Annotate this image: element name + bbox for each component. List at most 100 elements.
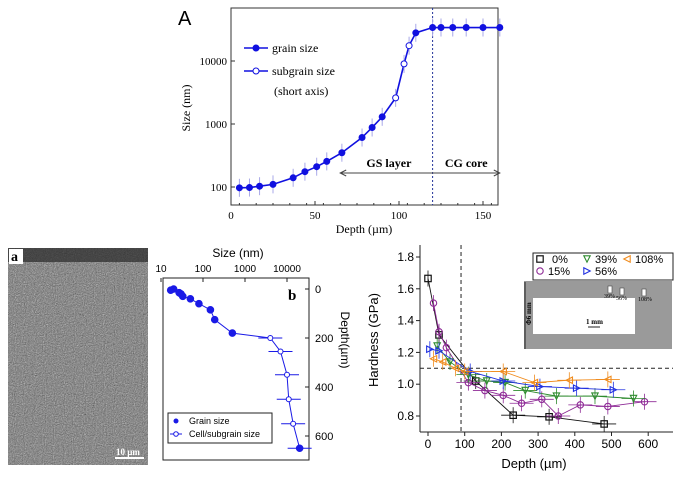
square-marker bbox=[600, 420, 608, 428]
circle-marker bbox=[435, 327, 443, 336]
micrograph-a: a 10 µm bbox=[8, 248, 148, 465]
x-tick-label: 500 bbox=[601, 437, 621, 451]
triangle-right-marker bbox=[435, 346, 444, 355]
series-108pct bbox=[429, 350, 620, 391]
y-tick-label: 1000 bbox=[205, 119, 228, 131]
grain-point bbox=[368, 123, 376, 131]
chart-hardness: 0 100 200 300 400 500 600 0.8 1.0 1.2 1.4 1.6 1.8 Dep… bbox=[366, 245, 674, 471]
inset-scale-label: 1 mm bbox=[586, 318, 603, 326]
inset-marker-label: 56% bbox=[616, 296, 627, 302]
grain-point bbox=[437, 24, 445, 32]
legend-box bbox=[532, 252, 674, 281]
legend-label: 108% bbox=[635, 254, 663, 266]
subgrain-point bbox=[405, 42, 413, 50]
inset-hole bbox=[533, 298, 635, 334]
plot-frame bbox=[162, 277, 310, 461]
triangle-down-marker bbox=[552, 392, 561, 401]
legend-marker bbox=[582, 255, 592, 264]
y-tick-label: 1.8 bbox=[397, 250, 414, 264]
triangle-down-marker bbox=[521, 386, 530, 395]
grain-point bbox=[429, 24, 437, 32]
x-tick-label: 10000 bbox=[273, 264, 301, 275]
subgrain-point bbox=[267, 335, 274, 341]
y-tick-label: 0.8 bbox=[397, 409, 414, 423]
circle-marker bbox=[517, 399, 526, 408]
y-tick-label: 200 bbox=[315, 333, 333, 345]
x-tick-label: 10 bbox=[155, 264, 167, 275]
legend-marker bbox=[583, 266, 592, 276]
legend-label: 39% bbox=[595, 254, 617, 266]
square-marker bbox=[545, 412, 553, 421]
grain-point bbox=[462, 24, 470, 32]
grain-point bbox=[301, 168, 309, 176]
grain-point bbox=[228, 329, 237, 337]
grain-point bbox=[313, 163, 321, 171]
y-tick-label: 0 bbox=[315, 284, 321, 296]
grain-point bbox=[323, 157, 331, 165]
subgrain-point bbox=[392, 94, 400, 102]
square-marker bbox=[509, 411, 517, 420]
inset-sample-marker bbox=[641, 288, 647, 297]
subgrain-point bbox=[400, 60, 408, 68]
triangle-left-marker bbox=[438, 357, 447, 367]
legend-label: 15% bbox=[548, 266, 570, 278]
grain-point bbox=[358, 134, 366, 142]
legend-label: Cell/subgrain size bbox=[189, 429, 260, 439]
grain-point bbox=[295, 444, 304, 453]
legend-marker bbox=[173, 431, 179, 437]
grain-point bbox=[496, 24, 504, 32]
inset-marker-label: 39% bbox=[604, 294, 615, 300]
y-tick-label: 400 bbox=[315, 382, 333, 394]
grain-point bbox=[206, 306, 215, 314]
grain-point bbox=[178, 292, 187, 301]
legend-note: (short axis) bbox=[274, 84, 328, 98]
inset-image: Φ6 mm 1 mm 39% 56% 108% bbox=[524, 281, 672, 349]
x-tick-label: 200 bbox=[491, 437, 511, 451]
x-tick-label: 100 bbox=[195, 264, 212, 275]
triangle-right-marker bbox=[572, 384, 582, 393]
y-axis-label: Size (nm) bbox=[179, 85, 193, 132]
fit-curve bbox=[429, 348, 614, 391]
x-tick-label: 600 bbox=[638, 437, 658, 451]
grain-point bbox=[166, 286, 175, 295]
circle-marker bbox=[538, 395, 546, 404]
x-tick-label: 400 bbox=[565, 437, 585, 451]
grain-point bbox=[210, 315, 219, 324]
y-axis-label: Hardness (GPa) bbox=[366, 293, 381, 387]
series-56pct bbox=[426, 341, 626, 398]
chart-b-size-depth: 10 100 1000 10000 Size (nm) 0 200 400 600 Depth(µ… bbox=[155, 246, 352, 461]
y-tick-label: 1.0 bbox=[397, 377, 414, 391]
grain-point bbox=[245, 184, 253, 192]
x-tick-label: 100 bbox=[455, 437, 475, 451]
triangle-right-marker bbox=[609, 385, 618, 394]
legend-label: 0% bbox=[552, 254, 568, 266]
legend-marker bbox=[252, 67, 260, 75]
grain-point bbox=[289, 174, 297, 182]
grain-point bbox=[378, 113, 386, 121]
scale-bar-label: 10 µm bbox=[116, 447, 140, 457]
arrow-heads bbox=[339, 169, 501, 177]
grain-point bbox=[449, 24, 457, 32]
circle-marker bbox=[481, 386, 489, 395]
triangle-left-marker bbox=[603, 375, 612, 384]
inset-sample-marker bbox=[619, 287, 625, 296]
subgrain-point bbox=[277, 348, 284, 355]
grain-point bbox=[479, 24, 487, 32]
inset-sample-marker bbox=[607, 285, 613, 294]
legend-marker bbox=[622, 254, 631, 264]
triangle-left-marker bbox=[460, 367, 469, 376]
region-label-gs-layer: GS layer bbox=[366, 156, 412, 170]
y-tick-label: 100 bbox=[211, 182, 228, 194]
panel-label: A bbox=[178, 8, 192, 30]
subgrain-point bbox=[285, 396, 292, 403]
y-axis-label: Depth(µm) bbox=[338, 312, 352, 369]
fit-curve bbox=[433, 358, 608, 384]
subgrain-point bbox=[290, 420, 297, 427]
x-tick-label: 300 bbox=[528, 437, 548, 451]
legend-marker bbox=[536, 255, 544, 263]
x-axis-label: Depth (µm) bbox=[336, 222, 393, 236]
subgrain-point bbox=[284, 371, 290, 378]
y-tick-label: 1.6 bbox=[397, 282, 414, 296]
grain-point bbox=[412, 29, 420, 37]
